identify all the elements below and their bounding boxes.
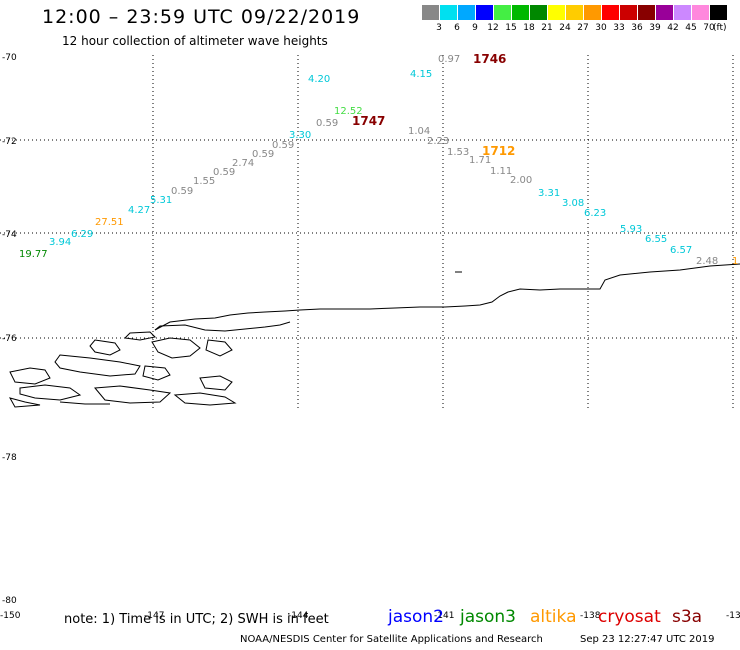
wave-height-label: 1.53 <box>447 147 469 158</box>
timestamp-text: Sep 23 12:27:47 UTC 2019 <box>580 634 715 645</box>
scale-label: 27 <box>577 23 589 33</box>
wave-height-label: 3.08 <box>562 198 584 209</box>
wave-height-label: 0.97 <box>438 54 460 65</box>
scale-label: 9 <box>472 23 478 33</box>
wave-height-label: 3.30 <box>289 130 311 141</box>
lat-label: -80 <box>2 596 17 606</box>
footer-note: note: 1) Time is in UTC; 2) SWH is in fe… <box>64 612 329 627</box>
scale-swatch <box>602 5 620 20</box>
wave-height-label: 1.71 <box>469 155 491 166</box>
scale-swatch <box>638 5 656 20</box>
lon-label: -150 <box>0 611 21 621</box>
wave-height-label: 6.23 <box>584 208 606 219</box>
wave-height-label: 4.15 <box>410 69 432 80</box>
satellite-legend-jason3: jason3 <box>460 607 516 627</box>
scale-label: 39 <box>649 23 661 33</box>
wave-height-label: 6.55 <box>645 234 667 245</box>
wave-height-label: 5.93 <box>620 224 642 235</box>
scale-swatch <box>494 5 512 20</box>
scale-label: 36 <box>631 23 643 33</box>
lat-label: -70 <box>2 53 17 63</box>
lat-label: -74 <box>2 230 17 240</box>
wave-height-label: 19.77 <box>19 249 48 260</box>
wave-height-label: 2.48 <box>696 256 718 267</box>
scale-label: 30 <box>595 23 607 33</box>
graticule <box>0 55 740 410</box>
scale-label: 33 <box>613 23 625 33</box>
scale-swatch <box>422 5 440 20</box>
wave-height-label: 1.11 <box>490 166 512 177</box>
wave-height-label: 6.57 <box>670 245 692 256</box>
map-title: 12:00 – 23:59 UTC 09/22/2019 <box>42 6 361 28</box>
scale-swatch <box>674 5 692 20</box>
coastline <box>8 263 740 408</box>
lon-label: -144 <box>288 611 309 621</box>
satellite-legend-cryosat: cryosat <box>598 607 661 627</box>
satellite-legend-s3a: s3a <box>672 607 703 627</box>
wave-height-label: 27.51 <box>95 217 124 228</box>
wave-height-label: 2.74 <box>232 158 254 169</box>
wave-height-label: 0.59 <box>252 149 274 160</box>
satellite-legend-altika: altika <box>530 607 577 627</box>
scale-label: 42 <box>667 23 679 33</box>
lat-label: -72 <box>2 137 17 147</box>
scale-swatch <box>692 5 710 20</box>
lon-label: -141 <box>434 611 454 621</box>
scale-label: 15 <box>505 23 517 33</box>
scale-swatch <box>476 5 494 20</box>
wave-height-label: 2.00 <box>510 175 532 186</box>
scale-swatch <box>548 5 566 20</box>
lon-label: -147 <box>144 611 164 621</box>
scale-swatch <box>512 5 530 20</box>
wave-height-label: 0.59 <box>171 186 193 197</box>
wave-height-label: 12.52 <box>334 106 363 117</box>
scale-swatch <box>710 5 728 20</box>
scale-label: 6 <box>454 23 460 33</box>
lat-label: -78 <box>2 453 17 463</box>
wave-height-label: 4.20 <box>308 74 330 85</box>
scale-label: 70 <box>703 23 715 33</box>
lon-label: -138 <box>580 611 601 621</box>
scale-swatch <box>566 5 584 20</box>
wave-height-label: 2.23 <box>427 136 449 147</box>
scale-unit: (ft) <box>713 23 727 33</box>
wave-height-label: 1.04 <box>408 126 430 137</box>
scale-swatch <box>530 5 548 20</box>
wave-height-label: 1746 <box>473 52 506 66</box>
wave-height-label: 0.59 <box>213 167 235 178</box>
wave-height-label: 5.31 <box>150 195 172 206</box>
scale-swatch <box>584 5 602 20</box>
wave-height-label: 4.27 <box>128 205 150 216</box>
wave-height-label: 1.55 <box>193 176 215 187</box>
scale-swatch <box>458 5 476 20</box>
scale-swatch <box>440 5 458 20</box>
map-subtitle: 12 hour collection of altimeter wave hei… <box>62 34 328 48</box>
credit-text: NOAA/NESDIS Center for Satellite Applica… <box>240 634 543 645</box>
wave-height-label: 1 <box>732 256 738 267</box>
scale-label: 45 <box>685 23 697 33</box>
satellite-legend-jason2: jason2 <box>388 607 444 627</box>
scale-label: 21 <box>541 23 553 33</box>
wave-height-label: 1712 <box>482 144 515 158</box>
wave-height-label: 1747 <box>352 114 385 128</box>
scale-label: 12 <box>487 23 499 33</box>
wave-height-label: 0.59 <box>272 140 294 151</box>
scale-label: 18 <box>523 23 535 33</box>
wave-height-label: 6.29 <box>71 229 93 240</box>
wave-height-label: 3.94 <box>49 237 71 248</box>
wave-height-label: 0.59 <box>316 118 338 129</box>
lat-label: -76 <box>2 334 17 344</box>
scale-label: 3 <box>436 23 442 33</box>
scale-label: 24 <box>559 23 571 33</box>
lon-label: -13 <box>726 611 740 621</box>
wave-height-label: 3.31 <box>538 188 560 199</box>
scale-swatch <box>620 5 638 20</box>
scale-swatch <box>656 5 674 20</box>
